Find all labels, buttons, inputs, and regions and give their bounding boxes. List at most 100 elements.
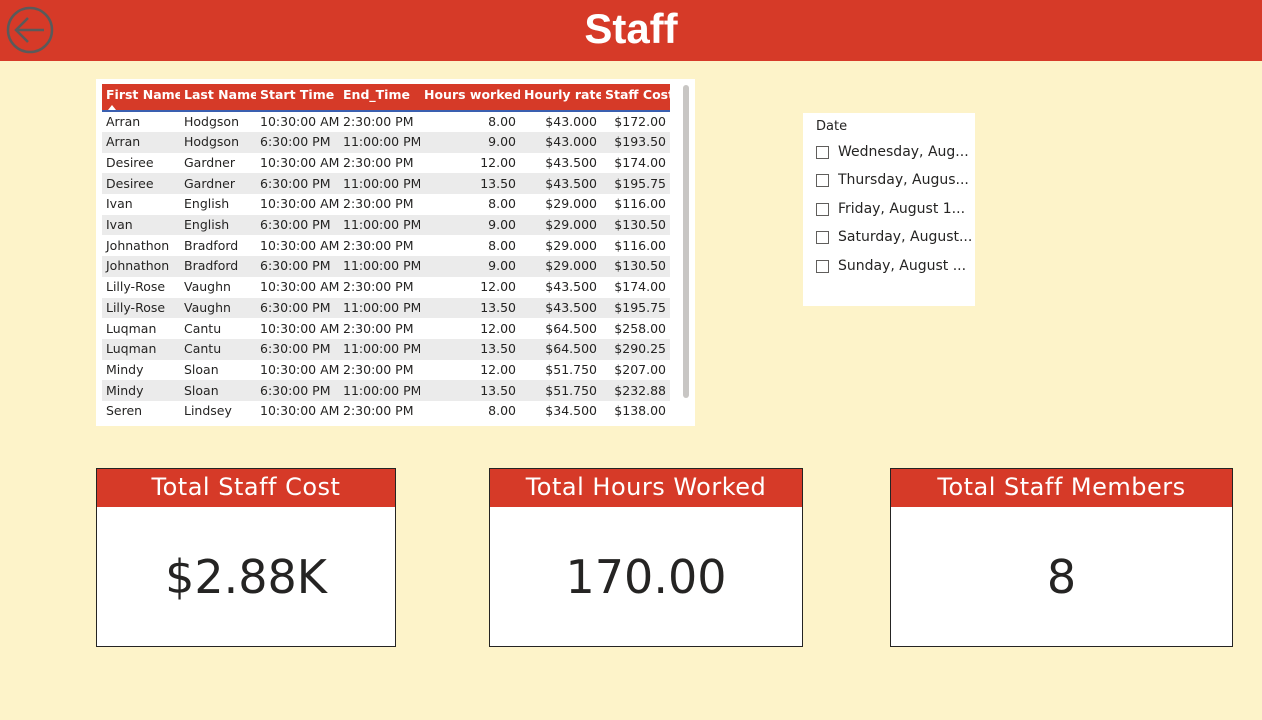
table-cell: 10:30:00 AM [260, 155, 339, 171]
table-row[interactable]: Johnathon Bradford 6:30:00 PM 11:00:00 PM 9.… [102, 256, 670, 277]
back-button[interactable] [6, 6, 54, 54]
date-slicer: Date Wednesday, Aug... Thursday, Augus..… [803, 113, 975, 306]
table-cell: Lindsey [184, 403, 232, 419]
checkbox[interactable] [816, 259, 829, 273]
table-row[interactable]: Desiree Gardner 6:30:00 PM 11:00:00 PM 13.50… [102, 173, 670, 195]
slicer-item-thursday[interactable]: Thursday, Augus... [816, 169, 974, 191]
card-value: $2.88K [165, 549, 327, 604]
column-header-hours-worked[interactable]: Hours worked [420, 84, 520, 112]
column-header-end-time[interactable]: End_Time [339, 84, 420, 112]
table-cell: 2:30:00 PM [343, 320, 414, 336]
table-cell: 10:30:00 AM [260, 196, 339, 212]
table-cell: $29.000 [545, 237, 597, 253]
table-cell: 11:00:00 PM [339, 380, 420, 401]
slicer-item-sunday[interactable]: Sunday, August ... [816, 255, 974, 277]
table-cell: $29.000 [520, 256, 601, 277]
table-cell: $116.00 [614, 237, 666, 253]
card-value: 170.00 [565, 549, 727, 604]
table-row[interactable]: Ivan English 10:30:00 AM 2:30:00 PM 8.00 $29.… [102, 194, 670, 215]
table-cell: $130.50 [601, 256, 670, 277]
checkbox[interactable] [816, 202, 829, 216]
table-cell: 8.00 [488, 114, 516, 129]
slicer-item-friday[interactable]: Friday, August 1... [816, 198, 974, 220]
table-cell: 2:30:00 PM [343, 279, 414, 295]
table-cell: Lilly-Rose [102, 297, 180, 319]
table-cell: 11:00:00 PM [339, 338, 420, 360]
slicer-item-label: Wednesday, Aug... [838, 144, 969, 160]
table-row[interactable]: Mindy Sloan 10:30:00 AM 2:30:00 PM 12.00 $51.… [102, 360, 670, 381]
column-header-start-time[interactable]: Start Time [256, 84, 339, 112]
table-cell: Seren [106, 403, 143, 419]
table-row[interactable]: Desiree Gardner 10:30:00 AM 2:30:00 PM 12.00… [102, 153, 670, 174]
table-cell: 11:00:00 PM [339, 132, 420, 153]
column-header-hourly-rate[interactable]: Hourly rate [520, 84, 601, 112]
table-cell: 12.00 [480, 361, 516, 377]
table-cell: $64.500 [520, 338, 601, 360]
table-cell: 13.50 [420, 380, 520, 401]
staff-table-visual: First Name Last Name Start Time End_Time… [96, 79, 695, 426]
table-cell: 11:00:00 PM [339, 214, 420, 236]
table-row[interactable]: Mindy Sloan 6:30:00 PM 11:00:00 PM 13.50 $51.… [102, 380, 670, 401]
checkbox[interactable] [816, 230, 829, 244]
table-cell: 10:30:00 AM [260, 361, 339, 377]
slicer-item-saturday[interactable]: Saturday, August... [816, 226, 974, 248]
table-row[interactable]: Arran Hodgson 6:30:00 PM 11:00:00 PM 9.00 $43… [102, 132, 670, 153]
table-cell: 6:30:00 PM [256, 132, 339, 153]
table-cell: $193.50 [601, 132, 670, 153]
table-cell: 11:00:00 PM [339, 297, 420, 319]
table-row[interactable]: Ivan English 6:30:00 PM 11:00:00 PM 9.00 $29.… [102, 214, 670, 236]
table-cell: Johnathon [102, 256, 180, 277]
table-cell: 8.00 [488, 196, 516, 212]
table-cell: $64.500 [545, 320, 597, 336]
table-row[interactable]: Luqman Cantu 10:30:00 AM 2:30:00 PM 12.00 $64… [102, 318, 670, 339]
table-cell: Desiree [106, 155, 154, 171]
card-total-staff-cost: Total Staff Cost $2.88K [96, 468, 396, 647]
table-cell: Luqman [106, 320, 157, 336]
table-cell: $43.500 [545, 155, 597, 171]
column-header-staff-cost[interactable]: Staff Cost [601, 84, 670, 112]
checkbox[interactable] [816, 145, 829, 159]
table-cell: 10:30:00 AM [260, 114, 339, 129]
table-cell: Mindy [102, 380, 180, 401]
table-row[interactable]: Lilly-Rose Vaughn 6:30:00 PM 11:00:00 PM 13.… [102, 297, 670, 319]
back-arrow-icon [6, 6, 54, 54]
table-cell: $138.00 [614, 403, 666, 419]
table-cell: Hodgson [184, 114, 239, 129]
slicer-item-label: Saturday, August... [838, 229, 973, 245]
table-cell: 6:30:00 PM [256, 173, 339, 195]
table-cell: Cantu [184, 320, 222, 336]
table-cell: Vaughn [180, 297, 256, 319]
table-cell: 6:30:00 PM [256, 256, 339, 277]
card-title: Total Hours Worked [490, 469, 802, 507]
table-row[interactable]: Arran Hodgson 10:30:00 AM 2:30:00 PM 8.00 $43… [102, 111, 670, 132]
table-row[interactable]: Luqman Cantu 6:30:00 PM 11:00:00 PM 13.50 $64… [102, 338, 670, 360]
table-row[interactable]: Lilly-Rose Vaughn 10:30:00 AM 2:30:00 PM 12.… [102, 277, 670, 298]
table-row[interactable]: Johnathon Bradford 10:30:00 AM 2:30:00 PM 8.… [102, 235, 670, 256]
table-scrollbar[interactable] [683, 85, 689, 398]
table-cell: Gardner [180, 173, 256, 195]
table-cell: $43.000 [545, 114, 597, 129]
table-cell: 2:30:00 PM [343, 114, 414, 129]
table-cell: $130.50 [601, 214, 670, 236]
table-cell: $43.000 [520, 132, 601, 153]
table-cell: 11:00:00 PM [339, 173, 420, 195]
table-cell: $195.75 [601, 173, 670, 195]
table-cell: $34.500 [545, 403, 597, 419]
slicer-item-label: Friday, August 1... [838, 201, 966, 217]
table-row[interactable]: Seren Lindsey 10:30:00 AM 2:30:00 PM 8.00 $34… [102, 401, 670, 421]
card-title: Total Staff Cost [97, 469, 395, 507]
table-cell: $195.75 [601, 297, 670, 319]
slicer-item-wednesday[interactable]: Wednesday, Aug... [816, 141, 974, 163]
checkbox[interactable] [816, 173, 829, 187]
column-header-first-name[interactable]: First Name [102, 84, 180, 112]
table-cell: $43.500 [520, 173, 601, 195]
table-cell: Desiree [102, 173, 180, 195]
column-header-last-name[interactable]: Last Name [180, 84, 256, 112]
table-cell: 12.00 [480, 320, 516, 336]
table-cell: 6:30:00 PM [256, 297, 339, 319]
table-cell: 8.00 [488, 403, 516, 419]
table-cell: $116.00 [614, 196, 666, 212]
table-cell: 2:30:00 PM [343, 403, 414, 419]
table-cell: 13.50 [420, 338, 520, 360]
table-cell: Gardner [184, 155, 235, 171]
